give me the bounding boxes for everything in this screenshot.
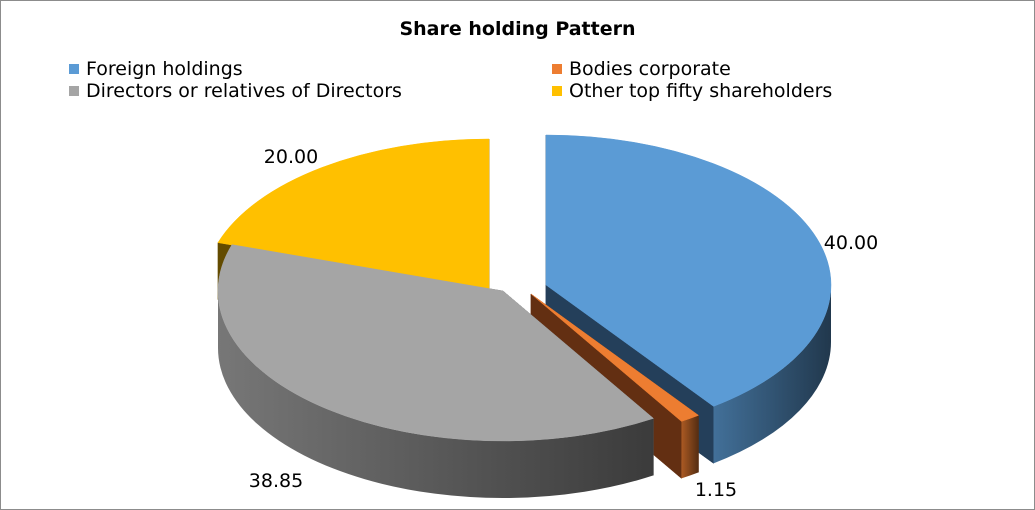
data-label-other-top-fifty: 20.00 [264, 146, 318, 168]
slice-other-top-fifty [217, 138, 490, 290]
data-label-bodies-corporate: 1.15 [695, 479, 737, 501]
chart-title: Share holding Pattern [399, 18, 636, 40]
legend-label-bodies-corporate: Bodies corporate [569, 58, 731, 80]
legend-item-bodies-corporate: Bodies corporate [552, 58, 731, 80]
data-label-directors: 38.85 [249, 470, 303, 492]
legend-label-directors: Directors or relatives of Directors [86, 80, 402, 102]
slice-directors [217, 244, 654, 442]
slice-foreign-holdings [545, 134, 832, 407]
slice-wall-bodies-corporate [681, 415, 699, 479]
legend-item-foreign-holdings: Foreign holdings [69, 58, 243, 80]
slice-wall-foreign-holdings [713, 285, 831, 464]
legend-swatch-directors [69, 86, 79, 96]
legend-item-directors: Directors or relatives of Directors [69, 80, 402, 102]
legend-label-other-top-fifty: Other top fifty shareholders [569, 80, 833, 102]
slice-bodies-corporate [530, 293, 700, 422]
slice-wall-directors [218, 291, 654, 498]
legend-swatch-other-top-fifty [552, 86, 562, 96]
data-label-foreign-holdings: 40.00 [824, 232, 878, 254]
legend-swatch-foreign-holdings [69, 64, 79, 74]
legend-swatch-bodies-corporate [552, 64, 562, 74]
legend-item-other-top-fifty: Other top fifty shareholders [552, 80, 832, 102]
legend-label-foreign-holdings: Foreign holdings [86, 58, 243, 80]
